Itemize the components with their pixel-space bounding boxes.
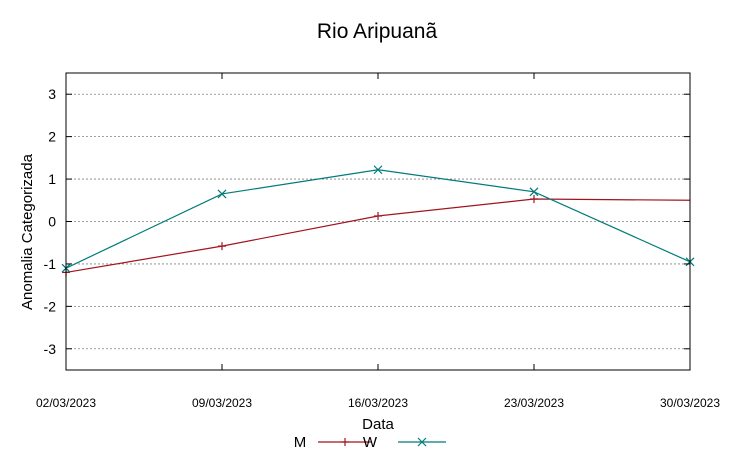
x-tick-label: 09/03/2023 — [192, 396, 252, 410]
grid-lines — [66, 93, 690, 350]
y-tick-label: -2 — [44, 298, 57, 314]
x-axis-label: Data — [362, 416, 394, 433]
chart-title: Rio Aripuanã — [317, 20, 438, 43]
legend-label-w: W — [363, 434, 378, 451]
y-tick-label: -1 — [44, 256, 57, 272]
legend-marker-m — [341, 438, 349, 446]
data-point-m — [374, 211, 382, 220]
series-layer — [61, 165, 695, 277]
y-axis-ticks: -3 -2 -1 0 1 2 3 — [44, 86, 690, 357]
y-tick-label: 3 — [48, 86, 56, 102]
y-axis-label: Anomalia Categorizada — [19, 153, 36, 310]
legend-label-m: M — [294, 434, 307, 451]
x-tick-label: 16/03/2023 — [348, 396, 408, 410]
x-axis-ticks: 02/03/2023 09/03/2023 16/03/2023 23/03/2023… — [36, 73, 720, 410]
data-point-w — [373, 165, 383, 175]
legend-marker-w — [417, 437, 427, 447]
x-tick-label: 30/03/2023 — [660, 396, 720, 410]
y-tick-label: 1 — [48, 171, 56, 187]
data-point-w — [529, 187, 539, 197]
x-tick-label: 23/03/2023 — [504, 396, 564, 410]
data-point-w — [217, 189, 227, 199]
data-point-m — [218, 242, 226, 251]
x-tick-label: 02/03/2023 — [36, 396, 96, 410]
series-line-m — [65, 198, 691, 274]
y-tick-label: 0 — [48, 214, 56, 230]
y-tick-label: 2 — [48, 129, 56, 145]
data-point-m — [530, 195, 538, 204]
y-tick-label: -3 — [44, 341, 57, 357]
